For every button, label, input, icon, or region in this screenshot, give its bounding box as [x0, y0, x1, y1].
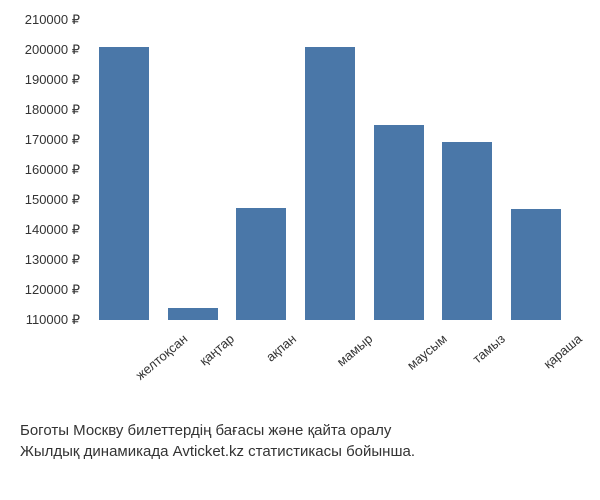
x-axis: желтоқсанқаңтарақпанмамырмаусымтамызқара… [90, 325, 570, 415]
y-tick-label: 140000 ₽ [25, 222, 80, 238]
y-tick-label: 210000 ₽ [25, 12, 80, 28]
x-tick-label: қаңтар [196, 331, 237, 368]
bar [374, 125, 424, 320]
x-labels: желтоқсанқаңтарақпанмамырмаусымтамызқара… [90, 325, 570, 415]
bar [305, 47, 355, 320]
bar [168, 308, 218, 320]
caption-line-1: Боготы Москву билеттердің бағасы және қа… [20, 420, 580, 441]
x-tick-label: желтоқсан [133, 331, 191, 383]
bar [99, 47, 149, 320]
x-tick-label: қараша [540, 331, 584, 371]
bar [511, 209, 561, 320]
x-tick-label: маусым [404, 331, 450, 373]
y-tick-label: 190000 ₽ [25, 72, 80, 88]
y-tick-label: 160000 ₽ [25, 162, 80, 178]
bar [442, 142, 492, 321]
plot-area [90, 20, 570, 320]
y-tick-label: 170000 ₽ [25, 132, 80, 148]
y-tick-label: 180000 ₽ [25, 102, 80, 118]
y-tick-label: 130000 ₽ [25, 252, 80, 268]
caption-line-2: Жылдық динамикада Avticket.kz статистика… [20, 441, 580, 462]
x-tick-label: ақпан [263, 331, 299, 365]
y-tick-label: 200000 ₽ [25, 42, 80, 58]
bar [236, 208, 286, 321]
y-axis: 110000 ₽120000 ₽130000 ₽140000 ₽150000 ₽… [0, 20, 85, 320]
x-tick-label: мамыр [334, 331, 376, 369]
y-tick-label: 150000 ₽ [25, 192, 80, 208]
chart-container: 110000 ₽ 120000 ₽ 130000 ₽ 140000 ₽ 150000 ₽… [0, 0, 600, 500]
chart-caption: Боготы Москву билеттердің бағасы және қа… [20, 420, 580, 462]
y-tick-label: 110000 ₽ [26, 312, 80, 328]
y-tick-label: 120000 ₽ [25, 282, 80, 298]
bars-group [90, 20, 570, 320]
x-tick-label: тамыз [470, 331, 508, 366]
